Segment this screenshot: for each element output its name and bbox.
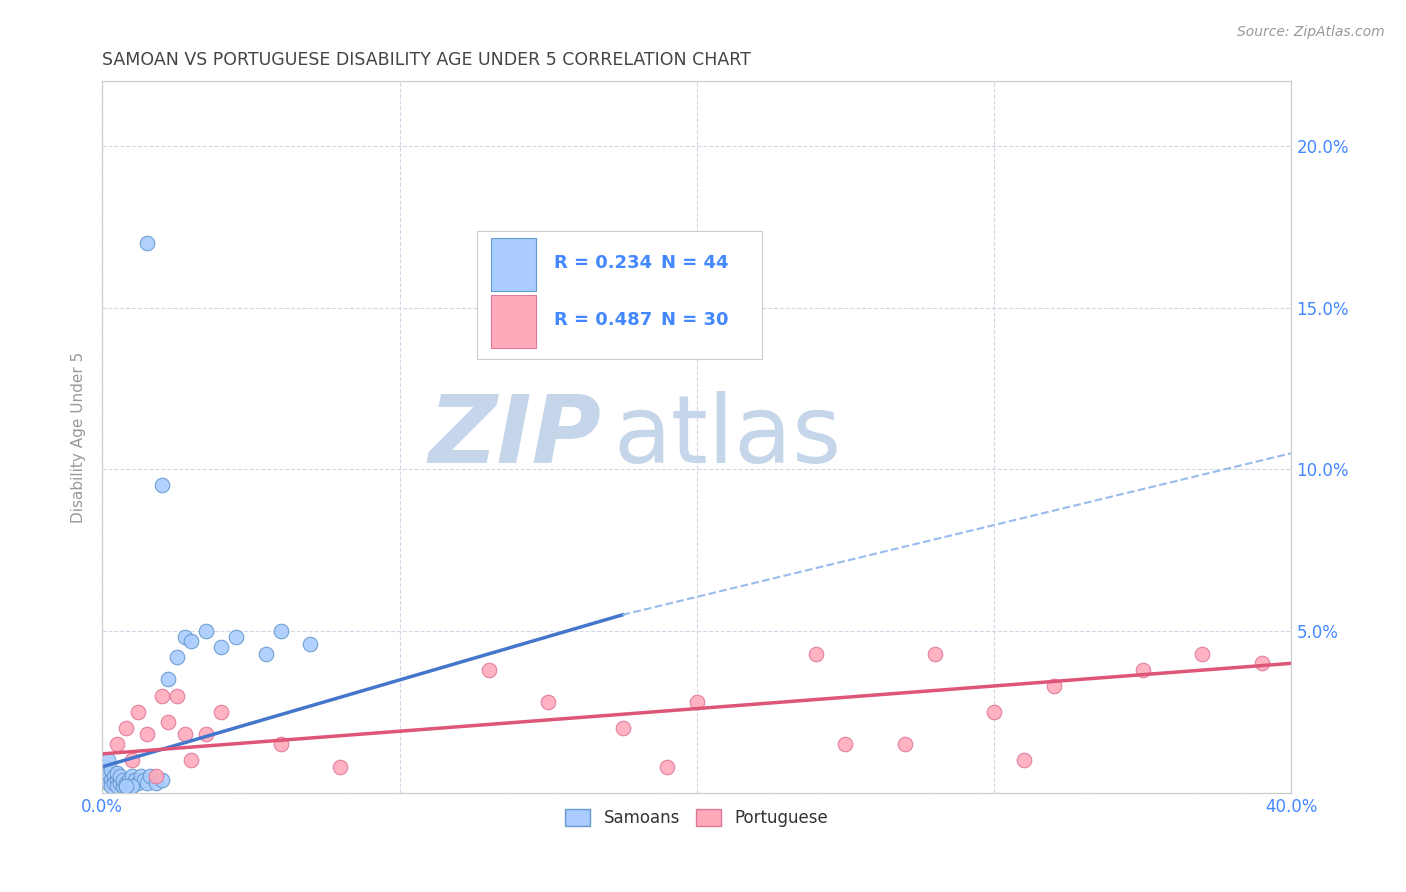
Point — [115, 776, 138, 790]
Point — [195, 727, 218, 741]
Point — [804, 647, 827, 661]
Point — [139, 770, 162, 784]
Point — [174, 727, 197, 741]
Point — [166, 649, 188, 664]
Text: R = 0.487: R = 0.487 — [554, 310, 652, 328]
Point — [686, 695, 709, 709]
Point — [478, 663, 501, 677]
Point — [124, 772, 146, 787]
Point — [121, 776, 143, 790]
Point — [983, 705, 1005, 719]
Point — [166, 689, 188, 703]
Point — [100, 763, 122, 777]
Legend: Samoans, Portuguese: Samoans, Portuguese — [558, 803, 835, 834]
Text: atlas: atlas — [613, 391, 842, 483]
Point — [94, 770, 117, 784]
Point — [145, 776, 167, 790]
Point — [135, 727, 157, 741]
FancyBboxPatch shape — [491, 238, 536, 291]
Point — [129, 770, 152, 784]
Text: N = 44: N = 44 — [661, 253, 728, 272]
Point — [105, 766, 128, 780]
Point — [150, 478, 173, 492]
Text: SAMOAN VS PORTUGUESE DISABILITY AGE UNDER 5 CORRELATION CHART: SAMOAN VS PORTUGUESE DISABILITY AGE UNDE… — [103, 51, 751, 69]
Point — [1132, 663, 1154, 677]
Point — [105, 737, 128, 751]
Point — [103, 776, 125, 790]
Point — [174, 631, 197, 645]
Point — [100, 772, 122, 787]
Point — [156, 673, 179, 687]
Point — [180, 633, 202, 648]
Point — [105, 772, 128, 787]
Point — [894, 737, 917, 751]
Point — [1012, 753, 1035, 767]
Point — [97, 766, 120, 780]
Point — [103, 770, 125, 784]
Point — [156, 714, 179, 729]
FancyBboxPatch shape — [477, 231, 762, 359]
Point — [612, 721, 634, 735]
Point — [145, 770, 167, 784]
Point — [150, 689, 173, 703]
Point — [135, 776, 157, 790]
Point — [97, 776, 120, 790]
Point — [100, 779, 122, 793]
Point — [150, 772, 173, 787]
Point — [329, 760, 352, 774]
Point — [127, 776, 149, 790]
Point — [180, 753, 202, 767]
Point — [209, 705, 232, 719]
Point — [111, 779, 134, 793]
Y-axis label: Disability Age Under 5: Disability Age Under 5 — [72, 351, 86, 523]
Point — [537, 695, 560, 709]
Point — [94, 760, 117, 774]
Point — [135, 235, 157, 250]
Point — [299, 637, 322, 651]
Point — [195, 624, 218, 638]
Point — [270, 624, 292, 638]
Point — [108, 776, 131, 790]
Point — [1250, 657, 1272, 671]
Point — [924, 647, 946, 661]
Point — [1191, 647, 1213, 661]
Point — [254, 647, 277, 661]
Text: N = 30: N = 30 — [661, 310, 728, 328]
Point — [225, 631, 247, 645]
Point — [115, 779, 138, 793]
Point — [111, 772, 134, 787]
Point — [127, 705, 149, 719]
Point — [108, 770, 131, 784]
FancyBboxPatch shape — [491, 294, 536, 348]
Point — [270, 737, 292, 751]
Text: ZIP: ZIP — [429, 391, 602, 483]
Point — [121, 770, 143, 784]
Text: R = 0.234: R = 0.234 — [554, 253, 652, 272]
Point — [132, 772, 155, 787]
Point — [121, 779, 143, 793]
Point — [115, 779, 138, 793]
Point — [209, 640, 232, 655]
Point — [655, 760, 678, 774]
Point — [105, 779, 128, 793]
Point — [121, 753, 143, 767]
Point — [1042, 679, 1064, 693]
Point — [115, 721, 138, 735]
Text: Source: ZipAtlas.com: Source: ZipAtlas.com — [1237, 25, 1385, 39]
Point — [118, 772, 141, 787]
Point — [834, 737, 856, 751]
Point — [97, 753, 120, 767]
